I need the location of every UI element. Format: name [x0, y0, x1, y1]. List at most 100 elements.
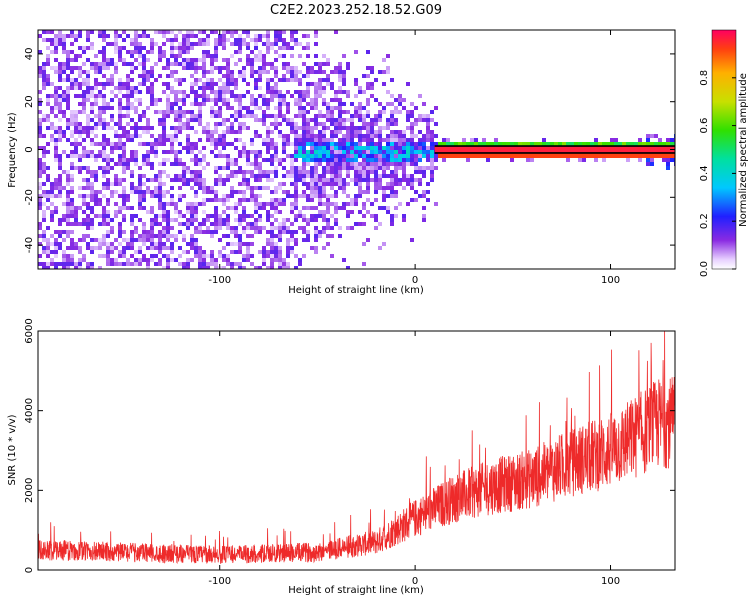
heatmap-cell: [270, 154, 274, 158]
heatmap-cell: [338, 114, 342, 118]
heatmap-cell: [286, 194, 290, 198]
heatmap-cell: [82, 194, 86, 198]
heatmap-cell: [326, 78, 330, 82]
heatmap-cell: [394, 138, 398, 142]
heatmap-cell: [266, 42, 270, 46]
heatmap-cell: [310, 98, 314, 102]
snr-xtick-label: -100: [208, 576, 231, 587]
heatmap-cell: [78, 110, 82, 114]
heatmap-cell: [414, 142, 418, 146]
heatmap-cell: [402, 170, 406, 174]
heatmap-cell: [286, 170, 290, 174]
heatmap-cell: [406, 146, 410, 150]
heatmap-cell: [302, 94, 306, 98]
heatmap-cell: [206, 82, 210, 86]
heatmap-cell: [150, 98, 154, 102]
heatmap-cell: [102, 54, 106, 58]
heatmap-cell: [266, 126, 270, 130]
heatmap-cell: [122, 126, 126, 130]
heatmap-cell: [134, 158, 138, 162]
heatmap-cell: [330, 98, 334, 102]
heatmap-cell: [322, 90, 326, 94]
heatmap-cell: [302, 154, 306, 158]
heatmap-cell: [322, 138, 326, 142]
heatmap-cell: [202, 30, 206, 34]
heatmap-cell: [386, 134, 390, 138]
heatmap-cell: [254, 34, 258, 38]
heatmap-cell: [274, 146, 278, 150]
heatmap-cell: [586, 154, 590, 158]
heatmap-cell: [378, 154, 382, 158]
heatmap-cell: [138, 34, 142, 38]
heatmap-cell: [122, 146, 126, 150]
heatmap-cell: [666, 154, 670, 158]
heatmap-cell: [366, 66, 370, 70]
heatmap-cell: [138, 250, 142, 254]
heatmap-cell: [182, 182, 186, 186]
heatmap-cell: [126, 158, 130, 162]
heatmap-cell: [330, 130, 334, 134]
heatmap-cell: [194, 82, 198, 86]
heatmap-cell: [206, 262, 210, 266]
heatmap-cell: [170, 218, 174, 222]
heatmap-cell: [274, 82, 278, 86]
heatmap-cell: [250, 226, 254, 230]
heatmap-cell: [70, 254, 74, 258]
heatmap-cell: [318, 182, 322, 186]
heatmap-cell: [402, 98, 406, 102]
heatmap-cell: [178, 230, 182, 234]
heatmap-cell: [610, 154, 614, 158]
heatmap-cell: [266, 50, 270, 54]
heatmap-cell: [518, 154, 522, 158]
heatmap-cell: [66, 230, 70, 234]
heatmap-xtick-label: 0: [412, 275, 418, 286]
heatmap-cell: [242, 178, 246, 182]
heatmap-cell: [370, 66, 374, 70]
heatmap-cell: [386, 162, 390, 166]
heatmap-cell: [386, 150, 390, 154]
heatmap-cell: [354, 166, 358, 170]
heatmap-cell: [86, 154, 90, 158]
heatmap-cell: [50, 202, 54, 206]
heatmap-cell: [278, 114, 282, 118]
heatmap-cell: [238, 70, 242, 74]
heatmap-cell: [70, 258, 74, 262]
heatmap-cell: [398, 202, 402, 206]
heatmap-cell: [122, 38, 126, 42]
heatmap-cell: [186, 58, 190, 62]
heatmap-cell: [70, 214, 74, 218]
heatmap-cell: [150, 82, 154, 86]
heatmap-cell: [278, 90, 282, 94]
heatmap-cell: [102, 106, 106, 110]
heatmap-cell: [194, 146, 198, 150]
heatmap-cell: [262, 62, 266, 66]
heatmap-cell: [114, 178, 118, 182]
heatmap-cell: [502, 142, 506, 146]
heatmap-cell: [182, 194, 186, 198]
heatmap-cell: [230, 126, 234, 130]
heatmap-cell: [78, 86, 82, 90]
heatmap-cell: [290, 158, 294, 162]
heatmap-cell: [326, 150, 330, 154]
heatmap-cell: [110, 158, 114, 162]
heatmap-cell: [334, 218, 338, 222]
heatmap-cell: [158, 138, 162, 142]
heatmap-cell: [330, 174, 334, 178]
heatmap-cell: [166, 114, 170, 118]
heatmap-cell: [234, 30, 238, 34]
heatmap-cell: [290, 54, 294, 58]
heatmap-cell: [114, 174, 118, 178]
heatmap-cell: [70, 210, 74, 214]
heatmap-cell: [230, 42, 234, 46]
heatmap-cell: [418, 138, 422, 142]
heatmap-cell: [558, 142, 562, 146]
heatmap-cell: [302, 230, 306, 234]
heatmap-cell: [258, 70, 262, 74]
heatmap-cell: [170, 102, 174, 106]
heatmap-cell: [422, 114, 426, 118]
heatmap-cell: [262, 258, 266, 262]
heatmap-cell: [370, 118, 374, 122]
heatmap-cell: [66, 58, 70, 62]
heatmap-cell: [294, 218, 298, 222]
heatmap-cell: [170, 106, 174, 110]
